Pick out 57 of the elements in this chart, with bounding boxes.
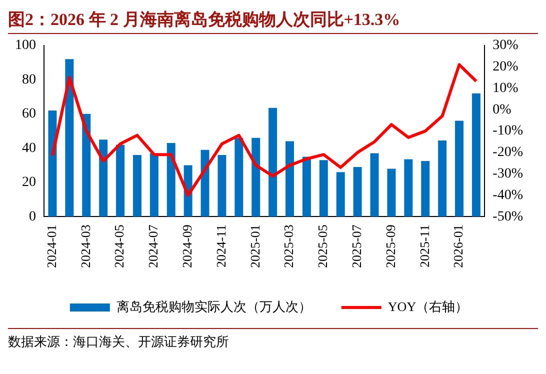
y2-tick-label: -50%: [492, 209, 524, 224]
bar: [421, 161, 430, 217]
x-tick-label: 2024-11: [213, 224, 228, 268]
legend-label: YOY（右轴）: [388, 298, 468, 314]
bar: [166, 143, 176, 217]
x-tick-label: 2024-03: [78, 224, 93, 268]
bar: [150, 153, 158, 217]
y-tick-label: 20: [22, 175, 36, 190]
bar: [234, 138, 244, 217]
y2-tick-label: -30%: [492, 166, 524, 182]
x-tick-label: 2024-01: [44, 224, 59, 268]
bar: [370, 153, 379, 217]
y-tick-label: 40: [22, 140, 36, 156]
chart-title: 图2：2026 年 2 月海南离岛免税购物人次同比+13.3%: [8, 8, 538, 34]
x-tick-label: 2024-09: [179, 224, 194, 268]
x-tick-label: 2025-01: [247, 224, 262, 268]
bar: [472, 93, 480, 217]
x-tick-label: 2024-07: [146, 224, 161, 268]
bar: [404, 159, 413, 217]
y2-tick-label: -20%: [492, 145, 524, 160]
source-note: 数据来源：海口海关、开源证券研究所: [8, 328, 538, 351]
y2-tick-label: 0%: [492, 102, 512, 118]
y-tick-label: 60: [22, 106, 36, 122]
bar: [132, 155, 142, 217]
y2-tick-label: 10%: [492, 80, 519, 96]
bar: [286, 141, 294, 217]
bar: [319, 160, 328, 217]
y-tick-label: 80: [22, 72, 36, 88]
bar: [82, 114, 91, 217]
bar: [455, 120, 464, 217]
y2-tick-label: 20%: [492, 59, 519, 74]
x-tick-label: 2025-09: [382, 224, 398, 268]
bar: [353, 167, 362, 217]
x-tick-label: 2025-05: [315, 224, 330, 268]
x-tick-label: 2025-07: [348, 224, 364, 268]
x-tick-label: 2025-03: [281, 224, 296, 268]
x-tick-label: 2026-01: [450, 224, 466, 268]
x-tick-label: 2025-11: [416, 224, 432, 268]
y-tick-label: 100: [15, 38, 36, 54]
y-tick-label: 0: [29, 209, 36, 224]
y2-tick-label: -10%: [492, 124, 524, 139]
bar: [302, 156, 311, 217]
bar: [387, 168, 396, 217]
bar: [48, 110, 57, 217]
bar: [65, 59, 74, 217]
bar: [268, 108, 278, 217]
y2-tick-label: 30%: [492, 38, 519, 54]
bar: [99, 140, 108, 217]
bar: [218, 155, 226, 217]
bar: [200, 150, 210, 217]
y2-tick-label: -40%: [492, 188, 524, 203]
x-tick-label: 2024-05: [112, 224, 127, 268]
bar: [438, 140, 447, 217]
bar: [116, 144, 125, 217]
legend-label: 离岛免税购物实际人次（万人次）: [116, 298, 312, 314]
bar: [336, 172, 345, 217]
bar: [252, 138, 260, 217]
